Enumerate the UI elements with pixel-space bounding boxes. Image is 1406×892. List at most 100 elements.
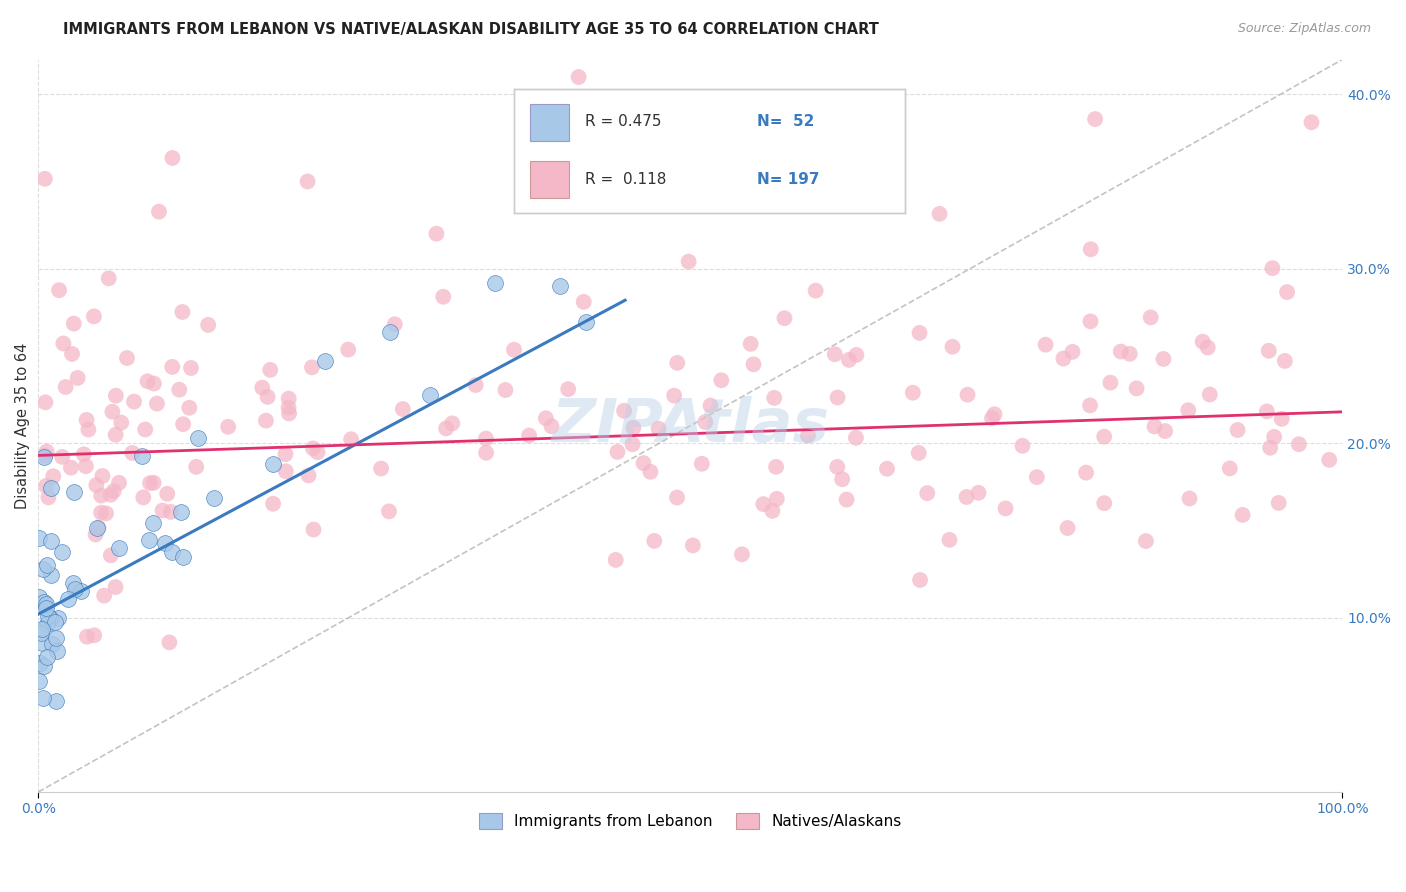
Point — [91, 469, 114, 483]
Point — [1232, 508, 1254, 522]
Point — [66, 371, 89, 385]
Point — [160, 505, 183, 519]
Point — [613, 404, 636, 418]
Point — [484, 276, 506, 290]
Point — [678, 254, 700, 268]
Point — [1177, 403, 1199, 417]
Point — [34, 171, 56, 186]
Point — [39, 481, 62, 495]
Point — [90, 506, 112, 520]
Point — [710, 373, 733, 387]
Point — [138, 533, 160, 548]
Point — [941, 340, 963, 354]
Point — [84, 527, 107, 541]
Point — [1257, 343, 1279, 358]
Point — [494, 383, 516, 397]
Point — [938, 533, 960, 547]
Point — [35, 479, 58, 493]
Point — [432, 290, 454, 304]
Point — [1109, 344, 1132, 359]
Point — [662, 389, 685, 403]
Point — [673, 151, 696, 165]
Point — [37, 650, 59, 665]
Legend: Immigrants from Lebanon, Natives/Alaskans: Immigrants from Lebanon, Natives/Alaskan… — [474, 807, 907, 836]
Point — [76, 413, 98, 427]
Point — [1226, 423, 1249, 437]
Point — [568, 70, 591, 84]
Point — [104, 580, 127, 594]
Point — [252, 381, 274, 395]
Point — [337, 343, 360, 357]
Point — [60, 347, 83, 361]
Point — [86, 478, 108, 492]
Point — [695, 415, 717, 429]
Point — [156, 487, 179, 501]
Point — [39, 534, 62, 549]
Point — [274, 447, 297, 461]
Point — [97, 271, 120, 285]
Point — [46, 611, 69, 625]
Point — [121, 446, 143, 460]
Point — [928, 207, 950, 221]
Point — [162, 359, 184, 374]
Point — [1198, 387, 1220, 401]
Point — [983, 407, 1005, 421]
Point — [32, 595, 55, 609]
Point — [59, 460, 82, 475]
Point — [302, 523, 325, 537]
Point — [1271, 412, 1294, 426]
Point — [86, 521, 108, 535]
Point — [824, 347, 846, 361]
Point — [1035, 337, 1057, 351]
Point — [110, 416, 132, 430]
Point — [370, 461, 392, 475]
Text: IMMIGRANTS FROM LEBANON VS NATIVE/ALASKAN DISABILITY AGE 35 TO 64 CORRELATION CH: IMMIGRANTS FROM LEBANON VS NATIVE/ALASKA… — [63, 22, 879, 37]
Point — [56, 591, 79, 606]
Point — [380, 326, 402, 340]
Point — [1197, 341, 1219, 355]
Point — [169, 383, 191, 397]
Point — [1056, 521, 1078, 535]
Point — [103, 484, 125, 499]
Point — [640, 465, 662, 479]
Point — [62, 575, 84, 590]
Point — [699, 399, 721, 413]
Point — [301, 360, 323, 375]
Point — [34, 449, 56, 463]
Point — [797, 428, 820, 442]
Point — [162, 545, 184, 559]
Point — [314, 354, 336, 368]
Point — [1143, 419, 1166, 434]
Point — [503, 343, 526, 357]
Point — [172, 549, 194, 564]
Point — [108, 475, 131, 490]
Point — [146, 396, 169, 410]
Point — [1261, 261, 1284, 276]
Point — [1025, 470, 1047, 484]
Point — [259, 363, 281, 377]
Point — [51, 545, 73, 559]
Point — [621, 421, 644, 435]
Point — [1178, 491, 1201, 506]
Point — [1139, 310, 1161, 325]
Point — [643, 533, 665, 548]
Point — [575, 315, 598, 329]
Point — [41, 637, 63, 651]
Point — [278, 407, 301, 421]
Point — [876, 461, 898, 475]
Point — [35, 444, 58, 458]
Point — [62, 485, 84, 500]
Point — [32, 562, 55, 576]
Point — [142, 376, 165, 391]
Point — [142, 516, 165, 530]
Point — [384, 318, 406, 332]
Point — [773, 311, 796, 326]
Point — [1062, 344, 1084, 359]
Point — [35, 558, 58, 572]
Point — [100, 549, 122, 563]
Point — [132, 491, 155, 505]
Point — [136, 374, 159, 388]
Point — [1191, 334, 1213, 349]
Point — [32, 691, 55, 706]
Point — [908, 573, 931, 587]
